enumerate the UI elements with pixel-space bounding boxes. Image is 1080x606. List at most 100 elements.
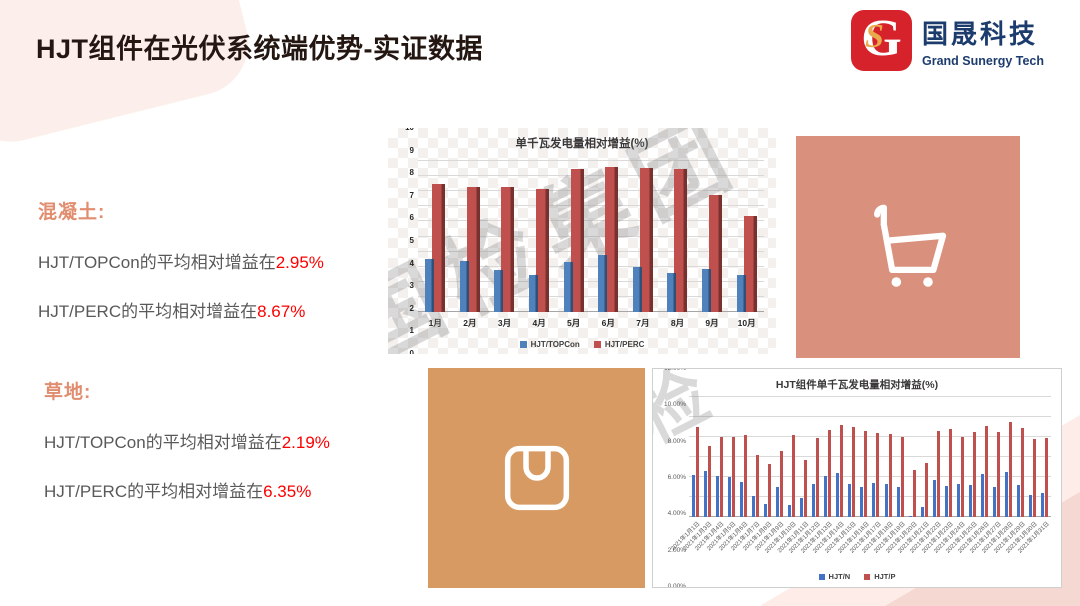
y-tick-label: 6.00% <box>667 474 686 481</box>
bar-group: 2021年1月13日 <box>801 397 834 555</box>
bar-group: 2021年1月19日 <box>873 397 906 555</box>
bar-group: 2021年1月29日 <box>994 397 1027 555</box>
gridline <box>418 250 764 252</box>
bar-group: 7月 <box>626 161 661 328</box>
legend-swatch <box>818 573 825 580</box>
legend-label: HJT/PERC <box>604 340 645 349</box>
bar-hjt-p <box>948 429 952 517</box>
bar-group: 2021年1月1日 <box>670 397 701 552</box>
bar-hjt-p <box>876 432 880 517</box>
bar-hjt-n <box>812 484 816 517</box>
bar-hjt-p <box>960 436 964 517</box>
bar-hjt-n <box>872 483 876 517</box>
x-tick-label: 8月 <box>670 318 685 328</box>
bar-hjt-topcon <box>459 260 469 312</box>
stat-prefix: HJT/TOPCon的平均相对增益在 <box>38 253 276 272</box>
bar-hjt-p <box>816 438 820 517</box>
bar-hjt-p <box>1021 428 1025 517</box>
bar-hjt-perc <box>743 216 757 312</box>
bar-hjt-p <box>1033 439 1037 517</box>
y-tick-label: 1 <box>409 326 414 336</box>
bar-group: 10月 <box>729 161 764 328</box>
stat-value: 2.19% <box>281 433 330 452</box>
gridline <box>689 416 1051 417</box>
bar-hjt-perc <box>501 187 515 312</box>
x-tick-label: 4月 <box>532 318 546 328</box>
bar-group: 2021年1月8日 <box>743 397 774 552</box>
stat-value: 6.35% <box>263 482 312 501</box>
y-tick-label: 10.00% <box>663 401 686 409</box>
x-tick-label: 10月 <box>737 318 756 328</box>
x-tick-label: 5月 <box>567 318 581 328</box>
bar-hjt-p <box>888 433 892 517</box>
bar-group: 2021年1月4日 <box>694 397 726 552</box>
bar-group: 2021年1月25日 <box>945 397 979 555</box>
bar-hjt-n <box>800 497 804 517</box>
bar-hjt-n <box>751 496 755 517</box>
bar-group: 2021年1月14日 <box>813 397 846 555</box>
bar-group: 1月 <box>418 161 453 328</box>
stats-block-concrete: 混凝土: HJT/TOPCon的平均相对增益在2.95% HJT/PERC的平均… <box>38 197 398 322</box>
gridline <box>418 265 764 267</box>
y-tick-label: 7 <box>409 190 414 200</box>
bar-hjt-n <box>848 484 852 517</box>
y-tick-label: 6 <box>409 213 414 223</box>
gridline <box>689 456 1051 457</box>
bar-hjt-n <box>788 505 792 517</box>
bar-hjt-n <box>775 487 779 517</box>
chart-monthly-gain: 单千瓦发电量相对增益(%) 1月 2月 3月 4月 5月 6月 7月 8月 9月 10月 HJT/… <box>388 128 776 354</box>
gridline <box>418 311 764 312</box>
bar-hjt-n <box>860 487 864 517</box>
page-title: HJT组件在光伏系统端优势-实证数据 <box>36 34 483 64</box>
bar-group: 3月 <box>487 161 522 328</box>
y-tick-label: 4.00% <box>667 510 686 518</box>
bar-group: 2021年1月15日 <box>825 397 858 555</box>
bar-group: 9月 <box>695 161 730 328</box>
stat-line-topcon: HJT/TOPCon的平均相对增益在2.95% <box>38 248 398 273</box>
bar-hjt-p <box>972 432 976 517</box>
bar-group: 2021年1月11日 <box>777 397 810 554</box>
bar-group: 2021年1月31日 <box>1018 397 1051 555</box>
bar-hjt-p <box>1045 438 1049 517</box>
bar-hjt-n <box>727 477 731 517</box>
bar-hjt-perc <box>639 167 653 312</box>
logo-letter-g: G <box>861 10 902 67</box>
bar-group: 2月 <box>453 161 488 328</box>
bar-hjt-topcon <box>425 259 435 312</box>
corner-decoration-top-left <box>0 0 260 153</box>
bar-hjt-p <box>755 455 759 517</box>
bar-group: 2021年1月26日 <box>957 397 991 555</box>
bar-group: 2021年1月6日 <box>719 397 750 552</box>
stat-prefix: HJT/TOPCon的平均相对增益在 <box>44 433 282 452</box>
legend-item: HJT/P <box>864 572 895 581</box>
bar-group: 2021年1月9日 <box>755 397 786 552</box>
bar-hjt-topcon <box>632 266 642 312</box>
logo-text: 国晟科技 Grand Sunergy Tech <box>922 14 1044 68</box>
y-tick-label: 3 <box>409 281 414 291</box>
gridline <box>418 220 764 222</box>
bar-hjt-n <box>920 506 924 517</box>
bar-hjt-n <box>908 515 912 517</box>
stat-prefix: HJT/PERC的平均相对增益在 <box>44 482 264 501</box>
bar-hjt-perc <box>570 169 584 312</box>
bar-hjt-topcon <box>702 268 712 312</box>
bar-hjt-n <box>1017 485 1021 517</box>
x-tick-label: 2月 <box>463 318 477 328</box>
stat-value: 8.67% <box>257 302 306 321</box>
bar-group: 2021年1月3日 <box>682 397 713 552</box>
bar-groups: 2021年1月1日 2021年1月3日 2021年1月4日 2021年1月5日 2021… <box>670 397 1051 555</box>
x-tick-label: 6月 <box>601 318 615 328</box>
bar-hjt-topcon <box>736 275 746 312</box>
bar-group: 8月 <box>660 161 695 328</box>
bar-hjt-p <box>743 435 747 517</box>
legend-item: HJT/N <box>818 572 850 581</box>
bar-group: 2021年1月17日 <box>849 397 882 555</box>
bar-group: 2021年1月20日 <box>885 397 919 555</box>
y-tick-label: 5 <box>409 236 414 245</box>
x-tick-label: 1月 <box>428 318 442 328</box>
bar-group: 2021年1月21日 <box>897 397 931 555</box>
bar-hjt-perc <box>709 194 723 312</box>
legend-label: HJT/P <box>874 572 896 581</box>
chart-plot-area: 1月 2月 3月 4月 5月 6月 7月 8月 9月 10月 <box>418 160 764 328</box>
bar-hjt-n <box>932 479 936 517</box>
